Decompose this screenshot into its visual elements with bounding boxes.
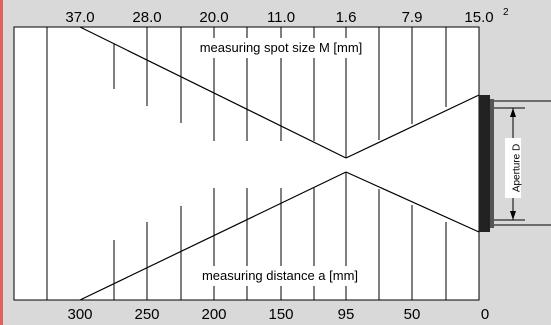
top-scale-superscript: 2: [503, 7, 509, 18]
bottom-scale-value: 95: [338, 306, 355, 323]
aperture-arrow-down: [510, 211, 516, 220]
beam-upper-right-line: [345, 94, 480, 159]
aperture-label-bg: [505, 138, 521, 198]
top-scale-value: 28.0: [132, 9, 161, 26]
top-scale-value: 11.0: [267, 9, 295, 26]
lens-rim: [490, 99, 494, 228]
top-scale-value: 15.0: [464, 9, 493, 26]
aperture-arrow-up: [510, 108, 516, 117]
bottom-scale-value: 250: [134, 306, 159, 323]
bottom-scale-value: 300: [67, 306, 92, 323]
bottom-scale-value: 200: [201, 306, 226, 323]
top-scale-value: 37.0: [65, 9, 94, 26]
spot-size-label: measuring spot size M [mm]: [200, 40, 363, 55]
top-scale-value: 20.0: [199, 9, 228, 26]
bottom-scale-value: 150: [268, 306, 293, 323]
beam-lower-right-line: [345, 171, 480, 233]
top-scale-value: 1.6: [336, 9, 357, 26]
lens-body: [479, 95, 490, 232]
distance-label-bg: [192, 266, 367, 286]
aperture-label: Aperture D: [512, 144, 523, 192]
spot-size-label-bg: [190, 38, 372, 58]
beam-lower-left-line: [79, 171, 347, 301]
bottom-scale-value: 50: [404, 306, 421, 323]
top-scale-value: 7.9: [402, 9, 423, 26]
left-edge-strip: [0, 0, 3, 325]
distance-label: measuring distance a [mm]: [202, 268, 358, 283]
sensor-housing: [494, 100, 551, 226]
beam-cone: [79, 26, 480, 301]
bottom-scale-value: 0: [481, 306, 489, 323]
beam-upper-left-line: [79, 26, 347, 159]
